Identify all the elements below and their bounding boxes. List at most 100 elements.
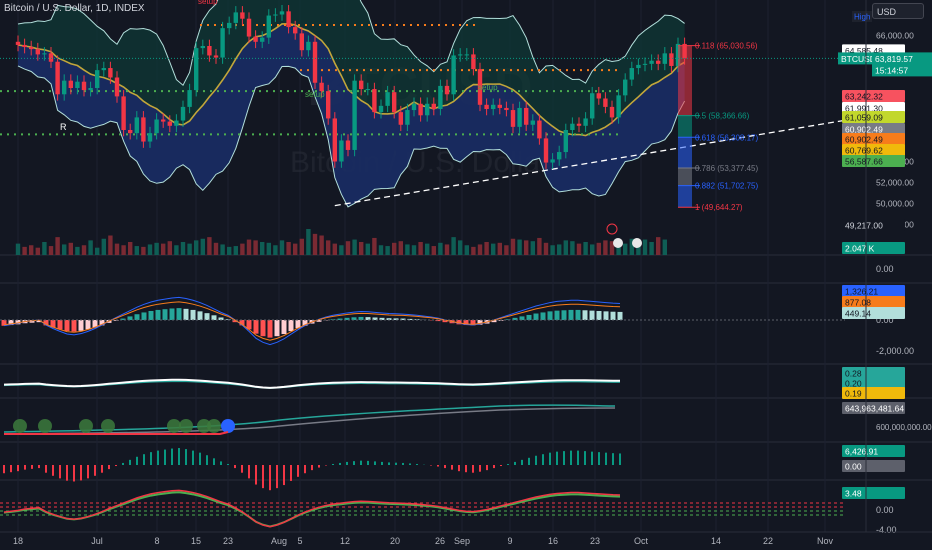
- candle-body: [596, 93, 601, 99]
- macd-histogram-bar: [386, 318, 392, 320]
- flag-icon[interactable]: [613, 238, 623, 248]
- macd-histogram-bar: [8, 320, 14, 326]
- macd-histogram-bar: [561, 310, 567, 320]
- indicator-price-label: 60,769.62: [842, 144, 905, 156]
- momentum-value-label: 6,426.91: [842, 445, 905, 457]
- candle-body: [319, 82, 324, 92]
- last-price-symbol: BTCUSD: [841, 54, 876, 64]
- price-label-box: [842, 460, 905, 472]
- volume-bar: [147, 244, 153, 255]
- volume-bar: [266, 242, 271, 255]
- candle-body: [35, 49, 40, 55]
- price-label-box: [842, 387, 905, 399]
- volume-bar: [444, 244, 450, 255]
- macd-histogram-bar: [302, 320, 308, 326]
- candle-body: [345, 140, 351, 150]
- candle-body: [438, 85, 443, 109]
- macd-histogram-bar: [120, 318, 126, 320]
- candle-body: [590, 93, 595, 119]
- price-label-text: 60,902.49: [845, 125, 883, 135]
- volume-bar: [187, 243, 192, 255]
- momentum-zero-label: 0.00: [842, 460, 905, 472]
- moving-average-line: [17, 23, 685, 137]
- candle-body: [22, 44, 27, 48]
- annotation-setup: setup: [198, 0, 218, 6]
- volume-bar: [497, 242, 502, 255]
- macd-histogram-bar: [204, 313, 210, 320]
- obv-signal-dot: [179, 419, 193, 433]
- candle-body: [194, 48, 199, 91]
- flag-icon[interactable]: [632, 238, 642, 248]
- lightning-icon[interactable]: [606, 223, 618, 235]
- volume-bar: [121, 245, 126, 255]
- volume-bar: [543, 242, 549, 255]
- volume-bar: [609, 241, 615, 255]
- fib-retracement[interactable]: 0.118 (65,030.56) 0.5 (58,366.66) 0.618 (5…: [678, 42, 758, 213]
- volume-bar: [590, 244, 595, 255]
- macd-histogram-bar: [274, 320, 280, 337]
- candle-body: [656, 60, 661, 64]
- macd-histogram-bar: [351, 317, 357, 320]
- candle-body: [576, 123, 582, 126]
- volume-bar: [134, 246, 139, 255]
- indicator-price-label: 56,587.66: [842, 155, 905, 167]
- volume-bar: [279, 240, 285, 255]
- oscillator-value-label: 0.20: [842, 377, 905, 389]
- price-label-box: [842, 111, 905, 123]
- candles-group: [15, 5, 687, 169]
- macd-value-label: 1,326.21: [842, 285, 905, 297]
- price-label-text: 877.08: [845, 298, 871, 308]
- candle-body: [418, 103, 423, 116]
- price-label-box: [842, 144, 905, 156]
- candle-body: [570, 123, 575, 130]
- candle-body: [42, 53, 47, 55]
- candle-body: [167, 121, 172, 126]
- obv-signal-dot: [38, 419, 52, 433]
- macd-histogram-bar: [589, 310, 595, 320]
- macd-histogram-bar: [575, 309, 581, 320]
- fib-zone: [678, 115, 692, 138]
- volume-bar: [81, 245, 87, 255]
- price-label-box: [842, 307, 905, 319]
- candle-body: [392, 92, 397, 113]
- volume-bar: [174, 245, 179, 255]
- volume-bar: [75, 246, 80, 255]
- x-axis-tick-label: 23: [590, 536, 600, 546]
- macd-histogram-bar: [281, 320, 287, 335]
- obv-signal-dot: [101, 419, 115, 433]
- candle-body: [227, 22, 232, 29]
- volume-bar: [29, 245, 34, 255]
- currency-selector-button[interactable]: USD: [872, 3, 924, 19]
- price-label-text: 60,769.62: [845, 146, 883, 156]
- fib-level-label: 0.786 (53,377.45): [695, 164, 758, 173]
- volume-bar: [431, 246, 436, 255]
- volume-bar: [213, 242, 219, 255]
- candle-body: [636, 64, 641, 69]
- candle-body: [220, 28, 225, 58]
- macd-histogram-bar: [512, 317, 518, 320]
- price-label-box: [842, 487, 905, 499]
- trendline[interactable]: [334, 118, 850, 207]
- candle-body: [642, 63, 648, 65]
- x-axis-tick-label: Nov: [817, 536, 834, 546]
- volume-bar: [438, 242, 443, 255]
- volume-bar: [227, 246, 232, 255]
- high-marker-box: [852, 11, 872, 22]
- macd-histogram-bar: [190, 309, 196, 320]
- candle-body: [583, 118, 588, 126]
- macd-histogram-bar: [176, 308, 182, 320]
- candle-body: [623, 79, 628, 96]
- price-label-box: [842, 367, 905, 379]
- candle-body: [431, 103, 436, 109]
- volume-bar: [15, 243, 21, 255]
- candle-body: [444, 85, 450, 95]
- bollinger-upper-line: [17, 0, 685, 86]
- macd-histogram-bar: [85, 320, 91, 330]
- candle-body: [477, 69, 483, 105]
- volume-bar: [326, 240, 331, 255]
- candle-body: [207, 46, 212, 56]
- volume-bar: [180, 242, 186, 255]
- oscillator-value-label: 0.19: [842, 387, 905, 399]
- volume-bar: [629, 238, 634, 255]
